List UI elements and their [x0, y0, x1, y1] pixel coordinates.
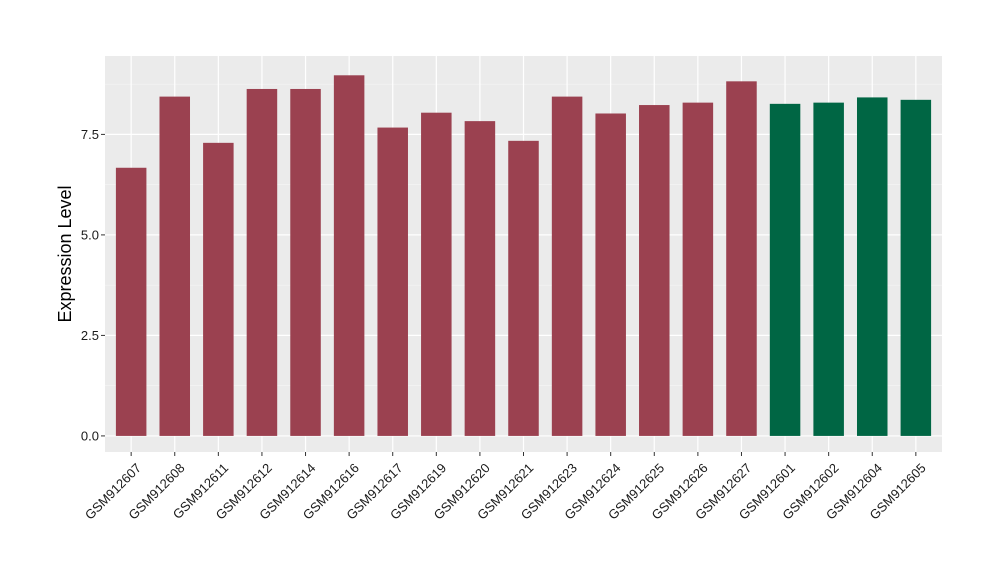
y-tick-label: 5.0: [81, 227, 99, 242]
bar-GSM912621: [508, 140, 539, 436]
bar-GSM912614: [290, 88, 321, 436]
bar-GSM912617: [377, 127, 408, 436]
bar-GSM912602: [813, 102, 844, 436]
y-tick-label: 2.5: [81, 328, 99, 343]
bar-GSM912605: [900, 99, 932, 436]
bars-group: [115, 75, 932, 436]
bar-GSM912608: [159, 96, 191, 436]
x-axis: GSM912607GSM912608GSM912611GSM912612GSM9…: [82, 452, 929, 523]
y-tick-label: 0.0: [81, 428, 99, 443]
bar-GSM912623: [551, 96, 583, 436]
y-axis-title: Expression Level: [55, 185, 75, 322]
bar-GSM912607: [115, 167, 147, 436]
bar-GSM912611: [203, 142, 234, 436]
bar-GSM912616: [333, 75, 365, 436]
bar-GSM912601: [769, 103, 801, 436]
bar-GSM912619: [421, 112, 452, 436]
bar-GSM912624: [595, 113, 626, 436]
bar-GSM912620: [464, 121, 496, 436]
bar-GSM912625: [639, 105, 670, 436]
bar-GSM912627: [726, 81, 757, 436]
bar-GSM912604: [856, 97, 888, 436]
bar-GSM912626: [682, 102, 714, 436]
y-axis: 0.0 2.5 5.0 7.5: [81, 127, 105, 443]
bar-GSM912612: [246, 88, 278, 436]
y-tick-label: 7.5: [81, 127, 99, 142]
